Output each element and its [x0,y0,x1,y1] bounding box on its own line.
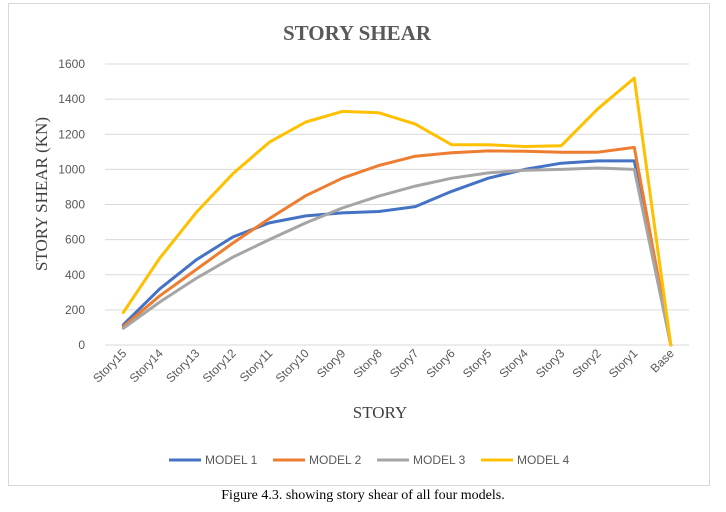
y-axis-title: STORY SHEAR (KN) [32,117,51,271]
y-tick-label: 600 [65,233,85,247]
x-tick-label: Story7 [387,346,422,381]
chart-frame: STORY SHEAR 0 200 400 600 800 1000 1200 1400 160… [8,3,710,486]
x-tick-label: Base [648,346,677,375]
y-tick-label: 1600 [58,57,85,71]
legend-label-model-1: MODEL 1 [205,453,258,467]
legend-label-model-2: MODEL 2 [309,453,362,467]
y-tick-label: 1400 [58,92,85,106]
story-shear-chart: STORY SHEAR 0 200 400 600 800 1000 1200 1400 160… [32,21,689,467]
y-tick-label: 400 [65,268,85,282]
series-line-model-1 [121,159,673,347]
chart-title: STORY SHEAR [283,21,432,45]
x-tick-label: Story9 [314,346,349,381]
x-tick-label: Story5 [460,346,495,381]
series-line-model-3 [121,166,673,347]
y-tick-label: 200 [65,303,85,317]
series-line-model-2 [121,145,673,347]
x-axis-title: STORY [353,403,408,422]
legend: MODEL 1 MODEL 2 MODEL 3 MODEL 4 [169,453,570,467]
x-tick-label: Story11 [237,346,276,385]
y-tick-label: 0 [78,338,85,352]
x-tick-label: Story15 [90,346,129,385]
x-tick-label: Story12 [200,346,239,385]
x-tick-label: Story8 [350,346,385,381]
y-tick-label: 800 [65,198,85,212]
series-lines [121,76,673,347]
legend-label-model-4: MODEL 4 [517,453,570,467]
legend-label-model-3: MODEL 3 [413,453,466,467]
x-tick-label: Story2 [569,346,604,381]
x-tick-label: Story10 [273,346,312,385]
x-tick-labels: Story15Story14Story13Story12Story11Story… [90,346,677,385]
x-tick-label: Story13 [163,346,202,385]
x-tick-label: Story3 [533,346,568,381]
x-tick-label: Story1 [606,346,641,381]
x-tick-label: Story6 [423,346,458,381]
x-tick-label: Story14 [127,346,166,385]
figure-caption: Figure 4.3. showing story shear of all f… [221,488,505,503]
y-tick-label: 1000 [58,162,85,176]
series-line-model-4 [121,76,673,347]
y-tick-label: 1200 [58,127,85,141]
x-tick-label: Story4 [496,346,531,381]
y-tick-labels: 0 200 400 600 800 1000 1200 1400 1600 [58,57,85,352]
